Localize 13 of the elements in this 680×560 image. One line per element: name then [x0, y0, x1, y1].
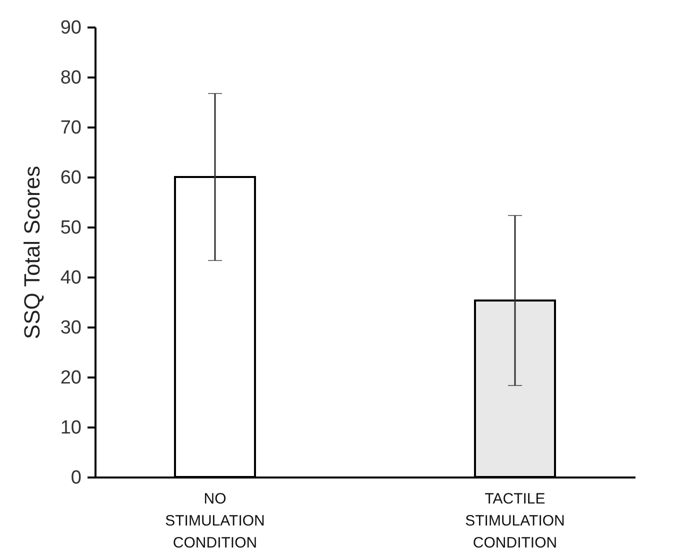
y-tick-label: 80 [60, 68, 82, 88]
y-tick-label: 10 [60, 418, 82, 438]
y-tick-label: 20 [60, 368, 82, 388]
x-tick-label: NO STIMULATION CONDITION [165, 490, 265, 552]
y-axis-title: SSQ Total Scores [19, 166, 44, 340]
y-tick-label: 60 [60, 168, 82, 188]
x-tick-label: TACTILE STIMULATION CONDITION [465, 490, 565, 552]
y-tick-label: 90 [60, 18, 82, 38]
y-tick-label: 30 [60, 318, 82, 338]
y-tick-label: 0 [70, 468, 82, 488]
y-tick-label: 70 [60, 118, 82, 138]
y-tick-label: 40 [60, 268, 82, 288]
y-tick-label: 50 [60, 218, 82, 238]
